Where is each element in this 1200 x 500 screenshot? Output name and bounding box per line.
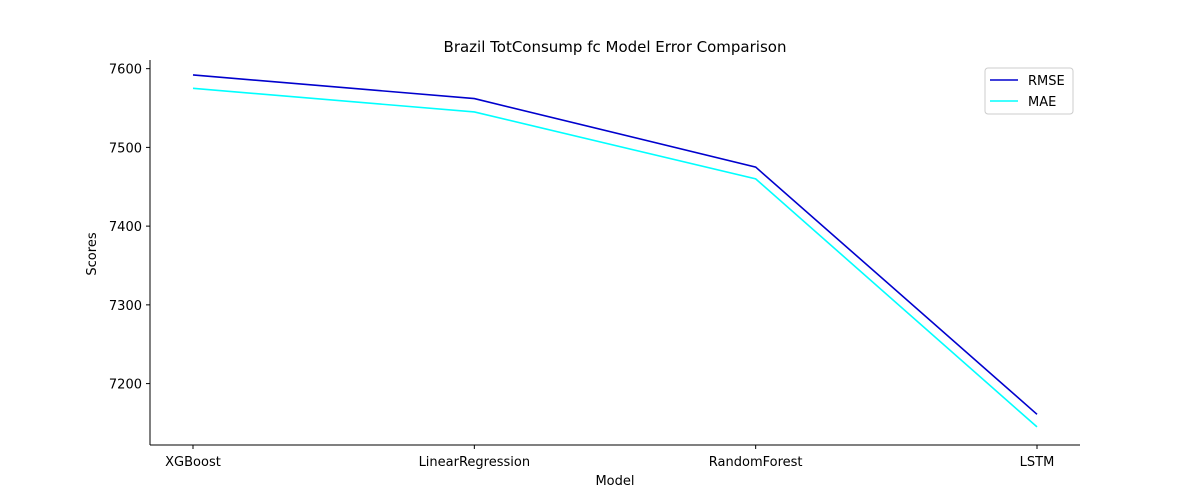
legend-label-rmse: RMSE bbox=[1028, 74, 1065, 89]
y-tick-label: 7300 bbox=[109, 299, 142, 314]
series-lines bbox=[192, 74, 1038, 428]
legend: RMSE MAE bbox=[984, 67, 1074, 115]
y-axis-label: Scores bbox=[85, 232, 100, 275]
y-tick-label: 7200 bbox=[109, 378, 142, 393]
y-tick-label: 7500 bbox=[109, 141, 142, 156]
x-ticks: XGBoost LinearRegression RandomForest LSTM bbox=[165, 445, 1054, 470]
series-line-mae bbox=[192, 87, 1038, 428]
legend-label-mae: MAE bbox=[1028, 95, 1056, 110]
x-tick-label: LSTM bbox=[1020, 455, 1055, 470]
series-line-rmse bbox=[192, 74, 1038, 415]
x-tick-label: XGBoost bbox=[165, 455, 221, 470]
y-tick-label: 7400 bbox=[109, 220, 142, 235]
x-tick-label: RandomForest bbox=[709, 455, 803, 470]
y-ticks: 7200 7300 7400 7500 7600 bbox=[109, 63, 150, 393]
x-tick-label: LinearRegression bbox=[419, 455, 531, 470]
x-axis-label: Model bbox=[595, 474, 634, 489]
chart-title: Brazil TotConsump fc Model Error Compari… bbox=[444, 38, 787, 56]
axes bbox=[149, 60, 1080, 446]
y-tick-label: 7600 bbox=[109, 63, 142, 78]
